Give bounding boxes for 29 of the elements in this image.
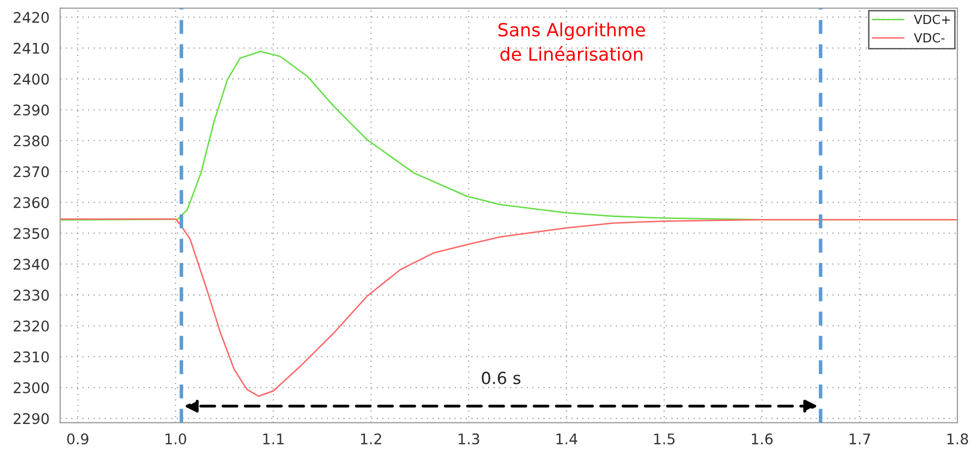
line-series bbox=[60, 218, 958, 397]
x-tick-label: 0.9 bbox=[67, 433, 88, 444]
y-tick-label: 2380 bbox=[14, 135, 49, 146]
y-tick-label: 2290 bbox=[14, 413, 49, 424]
x-tick-label: 1.6 bbox=[752, 433, 773, 444]
y-tick-label: 2400 bbox=[14, 74, 49, 85]
y-tick-label: 2300 bbox=[14, 382, 49, 394]
x-tick-label: 1.7 bbox=[850, 434, 870, 444]
y-tick-label: 2330 bbox=[14, 290, 49, 301]
annotation: 0.6 s bbox=[482, 372, 520, 384]
x-tick-label: 1.2 bbox=[361, 433, 382, 444]
y-tick-label: 2370 bbox=[14, 166, 49, 178]
x-tick-label: 1.1 bbox=[263, 434, 284, 444]
y-tick-label: 2320 bbox=[14, 320, 49, 332]
legend-label: VDC- bbox=[914, 33, 945, 42]
x-tick-label: 1.5 bbox=[654, 434, 675, 444]
y-tick-label: 2420 bbox=[14, 12, 49, 23]
legend-label: VDC+ bbox=[914, 14, 950, 24]
annotation: Sans Algorithme de Linéarisation bbox=[498, 22, 645, 61]
y-tick-label: 2340 bbox=[14, 258, 49, 270]
y-tick-label: 2360 bbox=[14, 197, 49, 208]
y-tick-label: 2310 bbox=[14, 351, 49, 362]
x-tick-label: 1.3 bbox=[458, 433, 480, 444]
x-tick-label: 1.8 bbox=[947, 433, 968, 444]
x-tick-label: 1.0 bbox=[166, 433, 186, 444]
y-tick-label: 2390 bbox=[14, 104, 49, 116]
x-tick-label: 1.4 bbox=[556, 434, 578, 444]
y-tick-label: 2350 bbox=[14, 228, 49, 239]
y-tick-label: 2410 bbox=[14, 42, 49, 54]
